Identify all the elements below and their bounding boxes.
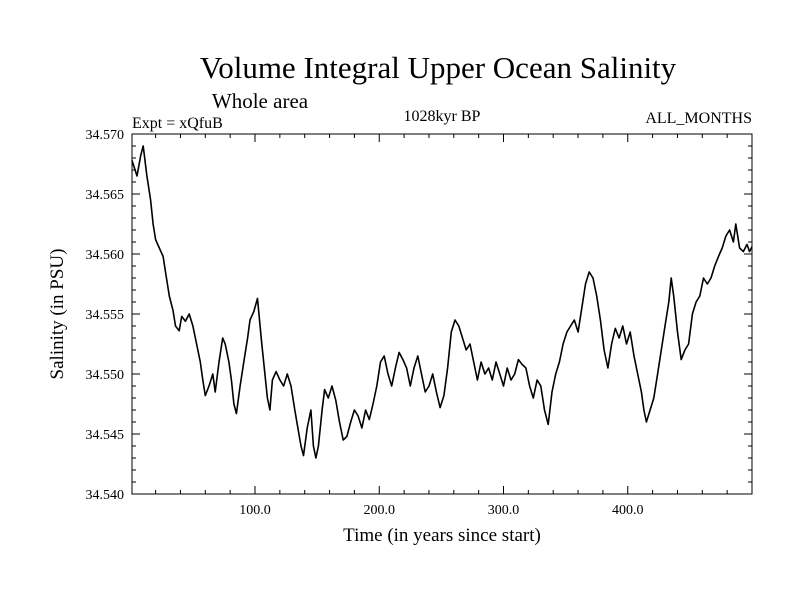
experiment-label: Expt = xQfuB xyxy=(132,115,223,132)
chart-subtitle: Whole area xyxy=(212,89,309,113)
salinity-series-line xyxy=(131,145,753,459)
x-tick-label: 400.0 xyxy=(612,503,644,518)
months-label: ALL_MONTHS xyxy=(645,110,752,127)
y-tick-label: 34.565 xyxy=(86,188,125,203)
y-axis: 34.540 34.545 34.550 34.555 34.560 34.565 34.5… xyxy=(86,128,752,503)
y-tick-label: 34.560 xyxy=(86,248,125,263)
x-tick-label: 200.0 xyxy=(364,503,396,518)
y-tick-label: 34.570 xyxy=(86,128,125,143)
period-label: 1028kyr BP xyxy=(404,108,481,125)
x-tick-label: 100.0 xyxy=(239,503,271,518)
y-tick-label: 34.540 xyxy=(86,488,125,503)
y-tick-label: 34.545 xyxy=(86,428,125,443)
y-tick-label: 34.555 xyxy=(86,308,125,323)
y-tick-label: 34.550 xyxy=(86,368,125,383)
plot-frame xyxy=(131,133,753,495)
x-tick-label: 300.0 xyxy=(488,503,520,518)
chart-title: Volume Integral Upper Ocean Salinity xyxy=(200,50,677,85)
x-axis-label: Time (in years since start) xyxy=(343,525,541,546)
x-axis: 100.0 200.0 300.0 400.0 xyxy=(155,134,728,518)
y-axis-label: Salinity (in PSU) xyxy=(47,249,68,380)
